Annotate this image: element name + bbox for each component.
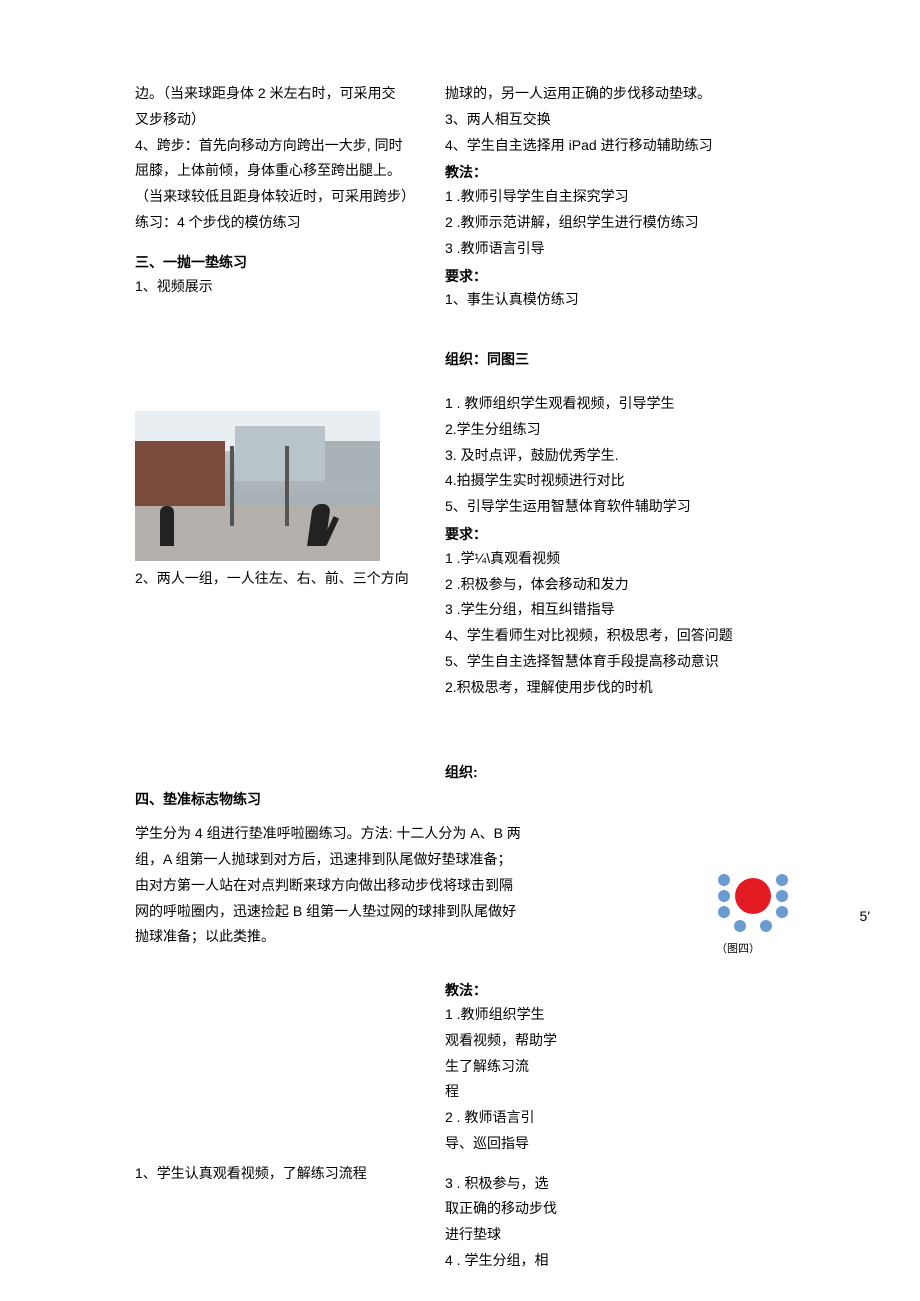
text-line: 1 .教师组织学生 — [445, 1003, 595, 1027]
text-line: 屈膝，上体前倾，身体重心移至跨出腿上。 — [135, 159, 445, 183]
diagram-small-circle — [718, 874, 730, 886]
text-line: 4.拍摄学生实时视频进行对比 — [445, 469, 785, 493]
section-heading-3: 三、一抛一垫练习 — [135, 251, 445, 275]
text-line: 抛球准备；以此类推。 — [135, 925, 785, 949]
text-line: 4、学生自主选择用 iPad 进行移动辅助练习 — [445, 134, 785, 158]
subheading-teach: 教法： — [445, 161, 785, 185]
text-line: 网的呼啦圈内，迅速捡起 B 组第一人垫过网的球排到队尾做好 — [135, 900, 785, 924]
diagram-small-circle — [718, 890, 730, 902]
text-line: 学生分为 4 组进行垫准呼啦圈练习。方法: 十二人分为 A、B 两 — [135, 822, 785, 846]
text-line: 2、两人一组，一人往左、右、前、三个方向 — [135, 567, 445, 591]
subheading-org-2: 组织: — [445, 761, 785, 785]
text-line: 组，A 组第一人抛球到对方后，迅速排到队尾做好垫球准备； — [135, 848, 785, 872]
diagram-small-circle — [776, 874, 788, 886]
diagram-small-circle — [776, 906, 788, 918]
diagram-small-circle — [718, 906, 730, 918]
diagram-small-circle — [776, 890, 788, 902]
text-line: 由对方第一人站在对点判断来球方向做出移动步伐将球击到隔 — [135, 874, 785, 898]
text-line: 抛球的，另一人运用正确的步伐移动垫球。 — [445, 82, 785, 106]
diagram-big-circle — [735, 878, 771, 914]
text-line: 2 .教师示范讲解，组织学生进行模仿练习 — [445, 211, 785, 235]
text-line: 5、引导学生运用智慧体育软件辅助学习 — [445, 495, 785, 519]
section-4-block: 组织: 四、垫准标志物练习 学生分为 4 组进行垫准呼啦圈练习。方法: 十二人分… — [135, 761, 785, 950]
text-line: 1 . 教师组织学生观看视频，引导学生 — [445, 392, 785, 416]
subheading-require-2: 要求： — [445, 523, 785, 547]
teach-narrow-block: 教法： 1 .教师组织学生 观看视频，帮助学 生了解练习流 程 2 . 教师语言… — [445, 979, 595, 1156]
text-line: 1、事生认真模仿练习 — [445, 288, 785, 312]
text-line: 4、学生看师生对比视频，积极思考，回答问题 — [445, 624, 785, 648]
text-line: 4 . 学生分组，相 — [445, 1249, 595, 1273]
text-line: 导、巡回指导 — [445, 1132, 595, 1156]
subheading-require: 要求： — [445, 265, 785, 289]
text-line: 3 .教师语言引导 — [445, 237, 785, 261]
diagram-small-circle — [734, 920, 746, 932]
text-line: 进行垫球 — [445, 1223, 595, 1247]
text-line: 5、学生自主选择智慧体育手段提高移动意识 — [445, 650, 785, 674]
diagram-caption: （图四） — [716, 940, 760, 959]
subheading-teach-2: 教法： — [445, 979, 595, 1003]
text-line: 2.学生分组练习 — [445, 418, 785, 442]
top-right-column: 抛球的，另一人运用正确的步伐移动垫球。 3、两人相互交换 4、学生自主选择用 i… — [445, 82, 785, 702]
text-line: （当来球较低且距身体较近时，可采用跨步） — [135, 185, 445, 209]
text-line: 取正确的移动步伐 — [445, 1197, 595, 1221]
top-left-column: 边。（当来球距身体 2 米左右时，可采用交 叉步移动） 4、跨步：首先向移动方向… — [135, 82, 445, 702]
subheading-org: 组织：同图三 — [445, 348, 785, 372]
text-line: 2.积极思考，理解使用步伐的时机 — [445, 676, 785, 700]
text-line: 1 .教师引导学生自主探究学习 — [445, 185, 785, 209]
text-line: 1、视频展示 — [135, 275, 445, 299]
text-line: 2 . 教师语言引 — [445, 1106, 595, 1130]
top-two-column: 边。（当来球距身体 2 米左右时，可采用交 叉步移动） 4、跨步：首先向移动方向… — [135, 82, 785, 702]
text-line: 观看视频，帮助学 — [445, 1029, 595, 1053]
teach-narrow-block-2: 3 . 积极参与，选 取正确的移动步伐 进行垫球 4 . 学生分组，相 — [445, 1162, 595, 1275]
text-line: 4、跨步：首先向移动方向跨出一大步, 同时 — [135, 134, 445, 158]
text-line: 生了解练习流 — [445, 1055, 595, 1079]
text-line: 3 .学生分组，相互纠错指导 — [445, 598, 785, 622]
bottom-left: 1、学生认真观看视频，了解练习流程 — [135, 1162, 445, 1275]
text-line: 3、两人相互交换 — [445, 108, 785, 132]
text-line: 3 . 积极参与，选 — [445, 1172, 595, 1196]
text-line: 练习：4 个步伐的模仿练习 — [135, 211, 445, 235]
section-heading-4: 四、垫准标志物练习 — [135, 788, 785, 812]
text-line: 3. 及时点评，鼓励优秀学生. — [445, 444, 785, 468]
practice-photo — [135, 411, 380, 561]
text-line: 1、学生认真观看视频，了解练习流程 — [135, 1162, 445, 1186]
text-line: 1 .学¼\真观看视频 — [445, 547, 785, 571]
text-line: 2 .积极参与，体会移动和发力 — [445, 573, 785, 597]
text-line: 程 — [445, 1080, 595, 1104]
diagram-figure-four — [708, 874, 798, 934]
text-line: 边。（当来球距身体 2 米左右时，可采用交 — [135, 82, 445, 106]
diagram-small-circle — [760, 920, 772, 932]
text-line: 叉步移动） — [135, 108, 445, 132]
time-label: 5' — [860, 905, 870, 929]
